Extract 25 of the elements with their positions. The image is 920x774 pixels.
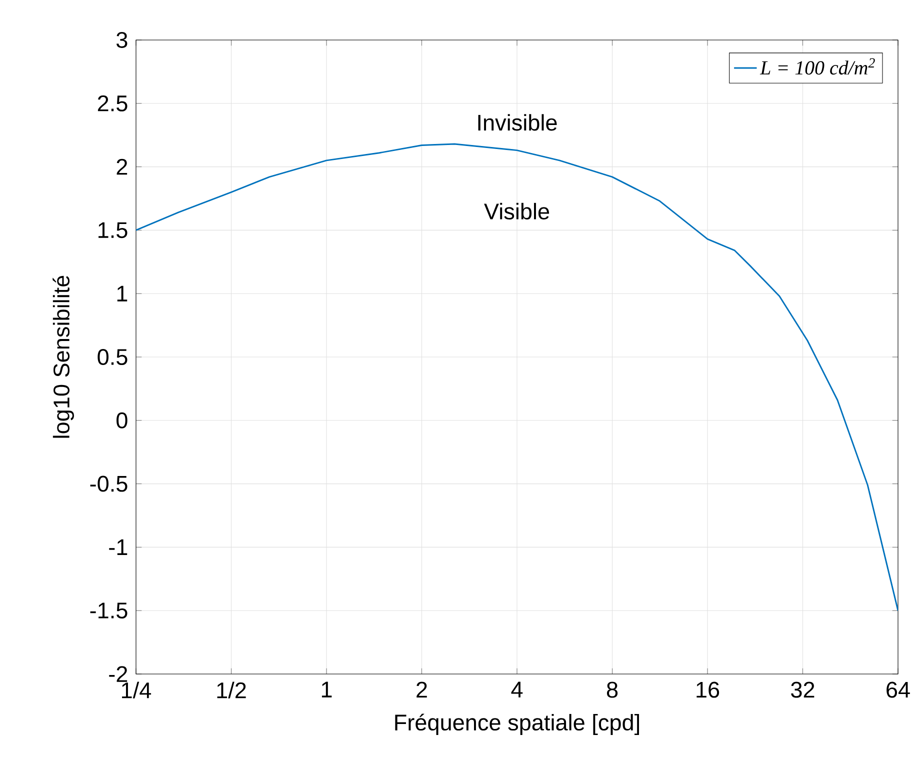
x-tick-label: 1/2 [217,682,246,698]
y-tick-label: -0.5 [90,476,128,492]
x-tick-label: 16 [696,682,720,698]
x-tick-label: 32 [791,682,814,698]
y-tick-label: -2 [109,666,128,682]
y-tick-label: 2.5 [98,95,128,112]
annotation: Invisible [478,114,557,131]
legend-label: L = 100 cd/m$^{2}$ [760,58,875,75]
x-tick-label: 8 [606,682,618,698]
x-tick-label: 2 [416,682,427,698]
y-tick-label: 1 [117,286,128,302]
y-tick-label: -1.5 [90,602,128,618]
annotation: Visible [484,202,550,220]
x-tick-label: 64 [886,682,910,698]
x-tick-label: 1 [322,682,332,698]
y-tick-label: 1.5 [98,222,128,238]
y-tick-label: 3 [116,32,128,48]
x-axis-title: Fréquence spatiale [cpd] [395,714,639,736]
x-tick-label: 1/4 [122,682,152,698]
y-tick-label: 2 [116,158,128,175]
y-tick-label: -1 [109,539,128,555]
x-tick-label: 4 [511,682,523,698]
y-axis-title: log10 Sensibilité [52,276,74,438]
y-tick-label: 0 [116,412,128,428]
y-tick-label: 0.5 [98,349,128,365]
